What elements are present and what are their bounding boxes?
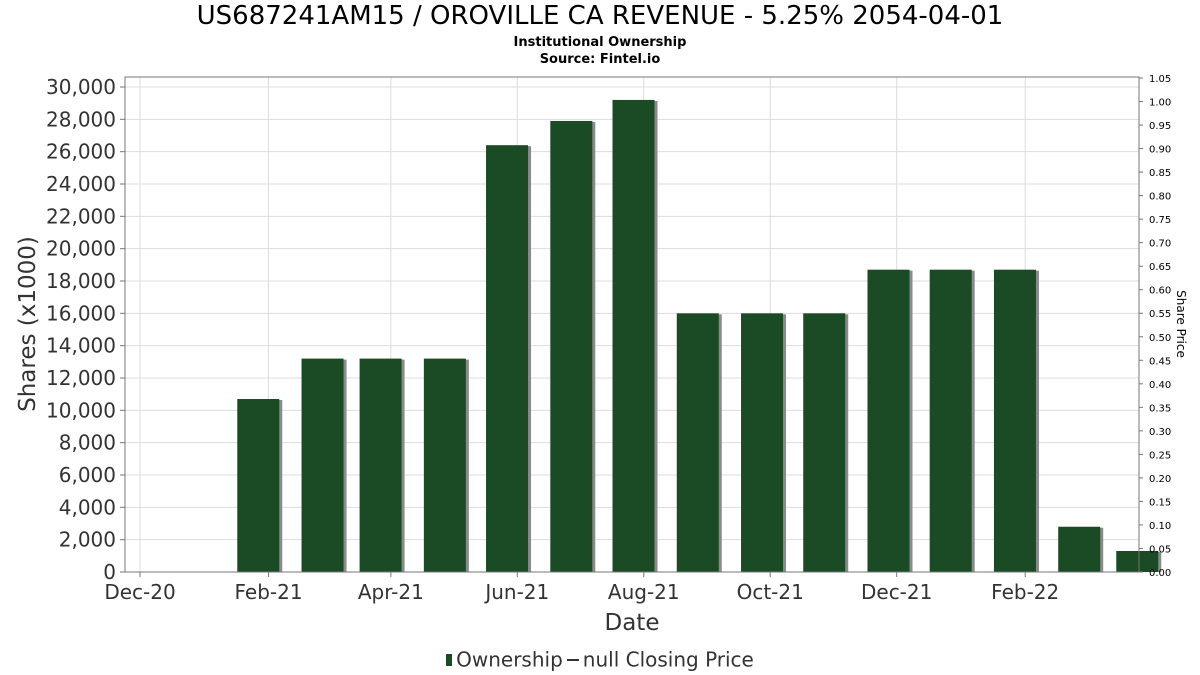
plot-frame xyxy=(124,76,1140,573)
ownership-bar xyxy=(301,358,344,572)
y2-tick-label: 0.90 xyxy=(1149,145,1171,156)
x-tick-label: Apr-21 xyxy=(358,580,424,604)
y2-tick-label: 0.15 xyxy=(1149,497,1171,508)
y2-tick-label: 0.10 xyxy=(1149,521,1171,532)
y2-tick-label: 0.65 xyxy=(1149,262,1171,273)
y2-tick-label: 0.60 xyxy=(1149,286,1171,297)
x-tick-label: Oct-21 xyxy=(737,580,804,604)
chart-title: US687241AM15 / OROVILLE CA REVENUE - 5.2… xyxy=(196,1,1004,31)
price-legend-line xyxy=(566,658,579,661)
legend: Ownership null Closing Price xyxy=(0,646,1200,672)
legend-ownership-label: Ownership xyxy=(456,647,563,672)
y-tick-label: 2,000 xyxy=(59,528,116,552)
y-tick-label: 4,000 xyxy=(59,495,116,519)
y2-tick-label: 0.30 xyxy=(1149,427,1171,438)
ownership-legend-swatch xyxy=(446,653,453,666)
y-tick-label: 18,000 xyxy=(46,269,116,293)
y2-tick-label: 0.80 xyxy=(1149,192,1171,203)
y-tick-label: 22,000 xyxy=(46,204,116,228)
y-axis-label: Shares (x1000) xyxy=(15,236,41,412)
y2-tick-label: 0.85 xyxy=(1149,168,1171,179)
x-axis-ticks: Dec-20 Feb-21 Apr-21 Jun-21 Aug-21 Oct-21 Dec-… xyxy=(104,572,1059,604)
y2-tick-label: 0.55 xyxy=(1149,309,1171,320)
y2-tick-label: 0.00 xyxy=(1149,568,1171,579)
bar-series xyxy=(237,99,1162,572)
ownership-bar xyxy=(741,313,784,572)
y2-axis-ticks: 0.00 0.05 0.10 0.15 0.20 0.25 0.30 0.35 0.40 0.45… xyxy=(1139,74,1171,579)
x-tick-label: Feb-21 xyxy=(234,580,302,604)
y2-tick-label: 0.35 xyxy=(1149,403,1171,414)
y2-tick-label: 0.05 xyxy=(1149,544,1171,555)
x-tick-label: Dec-21 xyxy=(861,580,932,604)
x-tick-label: Aug-21 xyxy=(608,580,680,604)
y-tick-label: 26,000 xyxy=(46,140,116,164)
y2-tick-label: 0.20 xyxy=(1149,474,1171,485)
x-tick-label: Dec-20 xyxy=(104,580,175,604)
y-tick-label: 16,000 xyxy=(46,301,116,325)
y2-axis-label: Share Price xyxy=(1174,290,1188,358)
y-tick-label: 10,000 xyxy=(46,398,116,422)
ownership-bar xyxy=(486,145,529,572)
y2-tick-label: 0.40 xyxy=(1149,380,1171,391)
ownership-bar xyxy=(1058,526,1101,572)
y2-tick-label: 0.25 xyxy=(1149,450,1171,461)
y2-tick-label: 0.95 xyxy=(1149,121,1171,132)
y-tick-label: 14,000 xyxy=(46,334,116,358)
y2-tick-label: 0.45 xyxy=(1149,356,1171,367)
y2-tick-label: 0.70 xyxy=(1149,239,1171,250)
ownership-bar xyxy=(929,269,972,572)
y2-tick-label: 0.50 xyxy=(1149,333,1171,344)
y-tick-label: 8,000 xyxy=(59,431,116,455)
ownership-bar xyxy=(676,313,719,572)
legend-price-label: null Closing Price xyxy=(582,647,754,672)
ownership-bar xyxy=(1116,550,1159,572)
y-tick-label: 28,000 xyxy=(46,107,116,131)
x-tick-label: Jun-21 xyxy=(483,580,549,604)
ownership-bar xyxy=(867,269,910,572)
x-axis-label: Date xyxy=(605,610,660,636)
x-tick-label: Feb-22 xyxy=(991,580,1059,604)
y2-tick-label: 1.05 xyxy=(1149,74,1171,85)
y-tick-label: 24,000 xyxy=(46,172,116,196)
ownership-bar xyxy=(423,358,466,572)
ownership-bar xyxy=(612,99,655,572)
y-tick-label: 0 xyxy=(103,560,116,584)
ownership-bar xyxy=(237,399,280,572)
chart-source: Source: Fintel.io xyxy=(539,52,661,67)
y2-tick-label: 1.00 xyxy=(1149,98,1171,109)
chart-subtitle: Institutional Ownership xyxy=(513,35,687,50)
y-axis-ticks: 0 2,000 4,000 6,000 8,000 10,000 12,000 14,000 1… xyxy=(46,75,125,584)
y-tick-label: 12,000 xyxy=(46,366,116,390)
ownership-bar xyxy=(359,358,402,572)
ownership-bar xyxy=(550,120,593,572)
y2-tick-label: 0.75 xyxy=(1149,215,1171,226)
ownership-bar xyxy=(993,269,1036,572)
ownership-bar xyxy=(803,313,846,572)
y-tick-label: 6,000 xyxy=(59,463,116,487)
y-tick-label: 20,000 xyxy=(46,237,116,261)
y-tick-label: 30,000 xyxy=(46,75,116,99)
